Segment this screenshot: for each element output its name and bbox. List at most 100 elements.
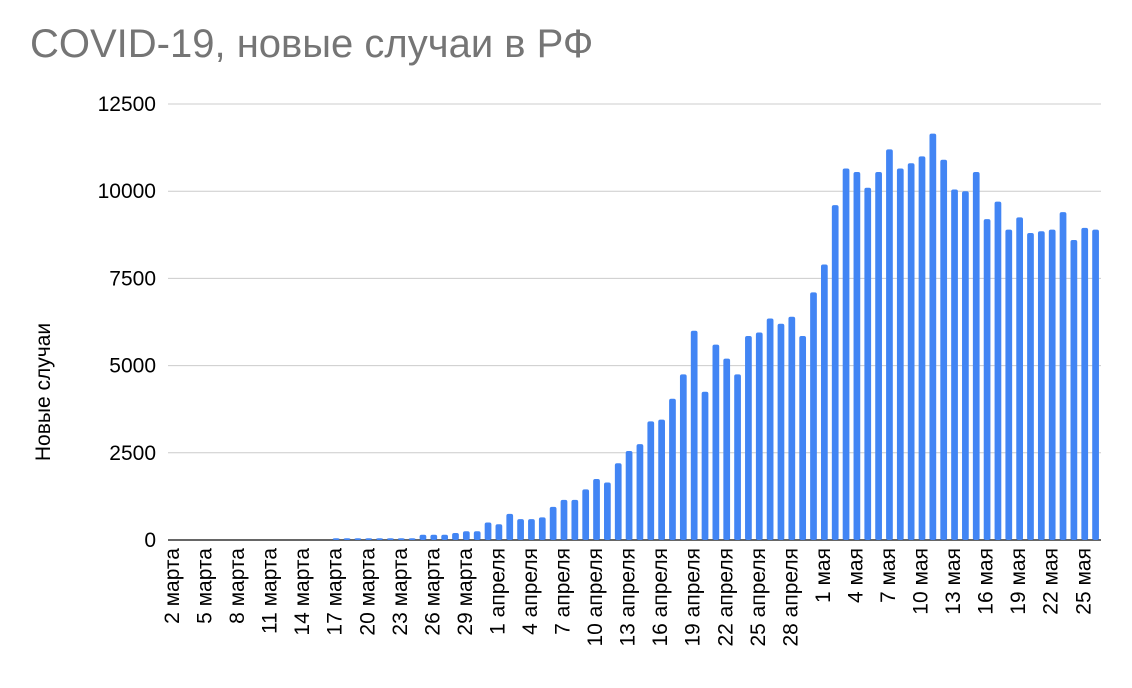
bar	[397, 538, 405, 540]
y-tick-label: 5000	[109, 355, 156, 378]
y-tick-label: 0	[144, 529, 156, 552]
x-tick-label: 8 марта	[226, 548, 249, 624]
bar	[1059, 212, 1067, 541]
bar	[625, 451, 633, 540]
bar	[506, 513, 514, 540]
bar	[484, 522, 492, 540]
bar	[582, 489, 590, 540]
x-tick-label: 26 марта	[421, 548, 444, 636]
bar	[408, 538, 416, 540]
bar	[343, 538, 351, 540]
x-axis-ticks: 2 марта 5 марта 8 марта 11 марта 14 марта 17 …	[161, 548, 1095, 647]
x-tick-label: 14 марта	[291, 548, 314, 636]
x-tick-label: 22 апреля	[714, 548, 737, 647]
bar	[940, 159, 948, 541]
bar	[365, 538, 373, 540]
bar	[528, 519, 535, 540]
bar	[1092, 229, 1099, 540]
x-tick-label: 4 апреля	[519, 548, 542, 635]
bar	[604, 482, 611, 540]
bar	[441, 534, 449, 540]
bar	[1081, 227, 1089, 540]
x-tick-label: 25 апреля	[747, 548, 770, 647]
bar	[332, 538, 340, 540]
bar	[788, 316, 796, 540]
bar	[1048, 229, 1056, 540]
bar	[766, 318, 774, 540]
bar	[864, 187, 872, 540]
bar	[994, 201, 1002, 540]
bar	[734, 374, 741, 540]
bar	[669, 398, 676, 540]
bar	[962, 191, 969, 540]
y-tick-label: 10000	[98, 180, 156, 203]
bar	[690, 330, 698, 540]
bar	[495, 524, 503, 540]
bar	[571, 499, 579, 540]
bar	[658, 419, 665, 540]
bar	[1070, 240, 1078, 541]
bar	[810, 292, 817, 540]
bar	[972, 172, 980, 541]
x-tick-label: 5 марта	[194, 548, 217, 624]
bar	[614, 463, 622, 540]
bar	[896, 168, 904, 540]
bar	[376, 538, 383, 540]
bar	[831, 205, 839, 541]
x-tick-label: 1 апреля	[486, 548, 509, 635]
x-tick-label: 10 апреля	[584, 548, 607, 647]
x-tick-label: 4 мая	[844, 548, 867, 603]
x-tick-label: 22 мая	[1040, 548, 1063, 615]
bar	[549, 506, 557, 540]
y-tick-label: 7500	[109, 267, 156, 290]
bar	[679, 374, 687, 540]
bar	[1005, 229, 1013, 540]
bar	[983, 219, 991, 540]
x-tick-label: 7 апреля	[552, 548, 575, 635]
bar	[886, 149, 893, 540]
bar	[593, 478, 600, 540]
bar	[755, 332, 763, 540]
bar	[745, 335, 752, 540]
bar	[560, 499, 568, 540]
y-axis-ticks: 0 2500 5000 7500 10000 12500	[98, 93, 156, 552]
x-tick-label: 20 марта	[356, 548, 379, 636]
x-tick-label: 23 марта	[389, 548, 412, 636]
bar	[473, 531, 481, 540]
x-tick-label: 7 мая	[877, 548, 900, 603]
bar	[820, 264, 828, 540]
x-tick-label: 19 апреля	[682, 548, 705, 647]
bar	[907, 163, 915, 540]
x-tick-label: 13 мая	[942, 548, 965, 615]
bar	[712, 344, 720, 540]
bar	[701, 391, 709, 540]
x-tick-label: 11 марта	[259, 548, 282, 634]
y-tick-label: 2500	[109, 442, 156, 465]
bar	[419, 534, 427, 540]
x-tick-label: 17 марта	[324, 548, 347, 636]
y-tick-label: 12500	[98, 93, 156, 116]
bar	[1016, 217, 1023, 541]
bar-series	[332, 133, 1099, 541]
bar	[918, 156, 926, 540]
bar	[723, 358, 731, 540]
bar	[875, 172, 882, 541]
x-tick-label: 2 марта	[161, 548, 184, 624]
x-tick-label: 19 мая	[1007, 548, 1030, 615]
x-tick-label: 16 апреля	[649, 548, 672, 647]
chart-title: COVID-19, новые случаи в РФ	[30, 22, 594, 66]
bar	[517, 519, 524, 540]
x-tick-label: 28 апреля	[779, 548, 802, 647]
bar	[647, 421, 655, 540]
bar	[354, 538, 362, 540]
bar	[387, 538, 394, 540]
x-tick-label: 13 апреля	[617, 548, 640, 647]
x-tick-label: 16 мая	[975, 548, 998, 615]
bar	[538, 517, 546, 540]
bar	[452, 533, 459, 540]
x-tick-label: 25 мая	[1072, 548, 1095, 615]
bar	[929, 133, 937, 540]
bar	[1037, 231, 1045, 540]
x-tick-label: 29 марта	[454, 548, 477, 636]
